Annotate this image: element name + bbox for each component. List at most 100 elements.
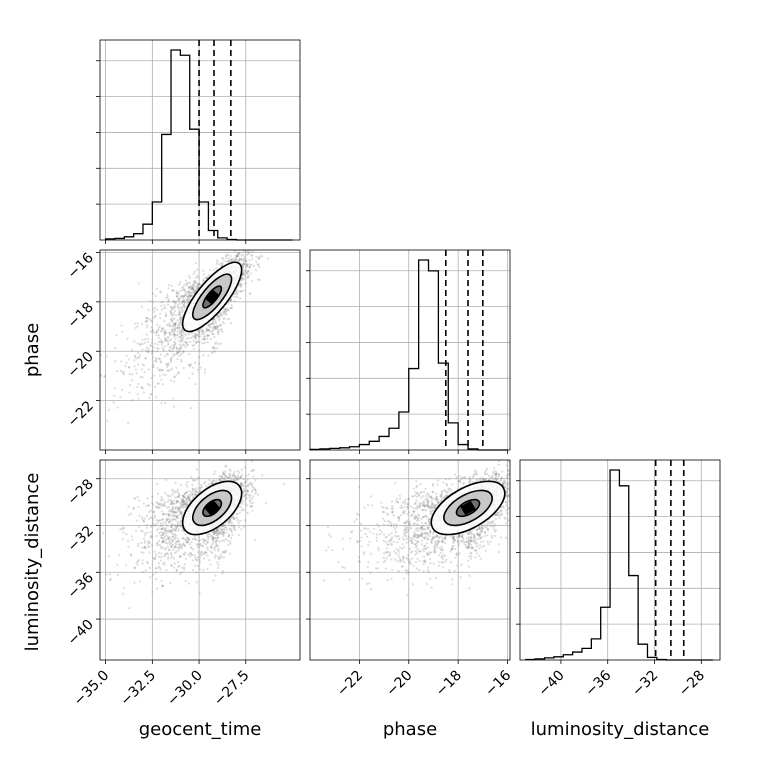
sample-point [159, 568, 162, 571]
sample-point [188, 499, 191, 502]
sample-point [187, 295, 190, 298]
sample-point [237, 478, 241, 481]
sample-point [188, 276, 191, 279]
sample-point [245, 489, 249, 493]
sample-point [207, 328, 210, 331]
sample-point [249, 263, 252, 266]
sample-point [222, 528, 225, 531]
sample-point [166, 362, 169, 366]
sample-point [166, 336, 170, 339]
sample-point [235, 516, 239, 519]
sample-point [152, 573, 155, 576]
sample-point [224, 470, 227, 473]
sample-point [242, 500, 245, 503]
sample-point [363, 553, 366, 556]
sample-point [179, 501, 182, 505]
sample-point [223, 524, 226, 527]
sample-point [183, 340, 187, 343]
sample-point [159, 524, 162, 528]
sample-point [168, 517, 171, 520]
sample-point [221, 531, 225, 534]
sample-point [250, 254, 253, 257]
sample-point [173, 335, 176, 338]
sample-point [134, 566, 137, 570]
sample-point [240, 484, 243, 487]
sample-point [169, 531, 172, 534]
sample-point [142, 551, 145, 554]
sample-point [182, 299, 185, 302]
sample-point [228, 476, 231, 479]
sample-point [177, 372, 180, 375]
sample-point [251, 495, 254, 498]
sample-point [182, 538, 186, 541]
sample-point [148, 384, 151, 387]
sample-point [244, 260, 247, 263]
sample-point [210, 331, 213, 334]
sample-point [169, 324, 172, 327]
sample-point [492, 477, 495, 480]
sample-point [167, 556, 170, 559]
sample-point [223, 311, 227, 314]
sample-point [211, 530, 214, 534]
sample-point [244, 265, 248, 268]
sample-point [191, 287, 194, 290]
sample-point [154, 314, 157, 318]
sample-point [230, 298, 233, 301]
sample-point [388, 533, 391, 536]
sample-point [235, 259, 238, 262]
sample-point [221, 330, 224, 333]
sample-point [451, 538, 455, 541]
sample-point [196, 545, 199, 549]
sample-point [167, 300, 170, 303]
sample-point [165, 522, 168, 526]
sample-point [161, 503, 164, 506]
sample-point [172, 300, 175, 303]
sample-point [174, 496, 177, 499]
sample-point [211, 319, 214, 322]
sample-point [178, 297, 181, 300]
sample-point [217, 545, 220, 548]
sample-point [155, 501, 158, 504]
sample-point [121, 388, 124, 391]
sample-point [251, 501, 255, 504]
sample-point [230, 258, 233, 261]
sample-point [421, 521, 424, 524]
sample-point [254, 490, 257, 493]
sample-point [190, 553, 193, 556]
sample-point [409, 562, 412, 565]
sample-point [186, 497, 189, 501]
sample-point [167, 298, 170, 301]
sample-point [251, 505, 254, 508]
sample-point [242, 271, 245, 274]
sample-point [140, 541, 143, 545]
sample-point [239, 283, 242, 286]
sample-point [167, 362, 170, 365]
sample-point [156, 343, 159, 346]
sample-point [226, 302, 230, 305]
sample-point [136, 560, 139, 563]
sample-point [221, 262, 224, 265]
sample-point [136, 386, 139, 389]
sample-point [229, 519, 232, 522]
sample-point [221, 471, 225, 474]
sample-point [215, 530, 218, 533]
sample-point [185, 483, 188, 486]
sample-point [431, 504, 435, 507]
sample-point [237, 471, 241, 474]
sample-point [159, 353, 162, 356]
sample-point [249, 505, 252, 508]
sample-point [183, 544, 187, 547]
sample-point [183, 563, 186, 566]
sample-point [161, 540, 164, 544]
sample-point [501, 505, 505, 508]
sample-point [180, 525, 183, 528]
sample-point [171, 501, 174, 504]
sample-point [228, 520, 231, 523]
sample-point [164, 478, 168, 481]
sample-point [187, 295, 190, 298]
sample-point [213, 530, 216, 534]
sample-point [233, 300, 236, 303]
sample-point [246, 253, 249, 256]
sample-point [179, 321, 182, 324]
